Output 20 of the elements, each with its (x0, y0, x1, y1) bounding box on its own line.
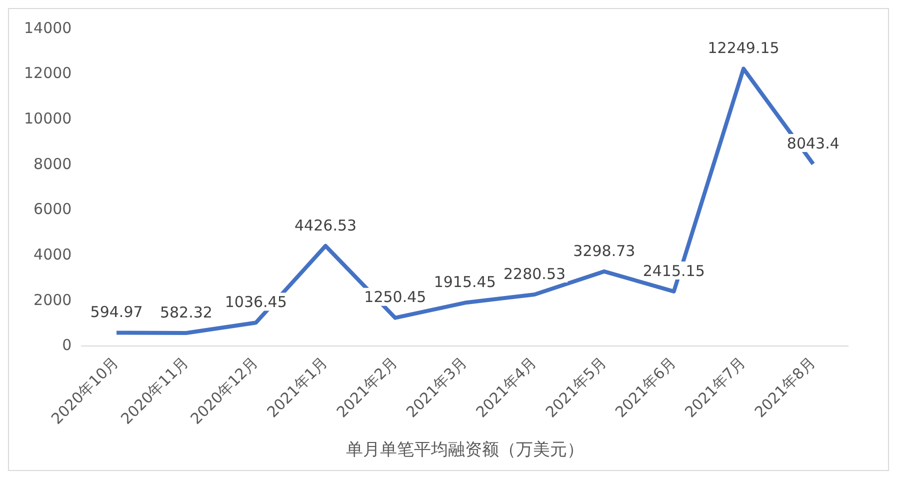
x-axis-title: 单月单笔平均融资额（万美元） (346, 440, 584, 460)
data-label: 8043.4 (786, 134, 840, 152)
y-tick-label: 6000 (34, 200, 72, 218)
data-label: 1036.45 (224, 293, 287, 312)
y-tick-label: 0 (62, 336, 72, 354)
y-tick-label: 4000 (34, 245, 72, 264)
y-tick-label: 2000 (34, 290, 72, 309)
data-label: 582.32 (160, 303, 212, 322)
data-label: 4426.53 (294, 216, 357, 234)
data-label: 594.97 (90, 303, 143, 322)
y-tick-label: 12000 (24, 64, 72, 82)
data-label: 2415.15 (642, 262, 705, 280)
data-label: 2280.53 (504, 264, 566, 283)
y-tick-label: 8000 (34, 154, 72, 173)
data-label: 12249.15 (708, 39, 780, 58)
y-tick-label: 10000 (24, 110, 72, 128)
data-label: 1915.45 (434, 273, 496, 292)
data-label: 3298.73 (573, 242, 636, 260)
y-tick-label: 14000 (24, 18, 72, 37)
data-label: 1250.45 (364, 288, 426, 306)
